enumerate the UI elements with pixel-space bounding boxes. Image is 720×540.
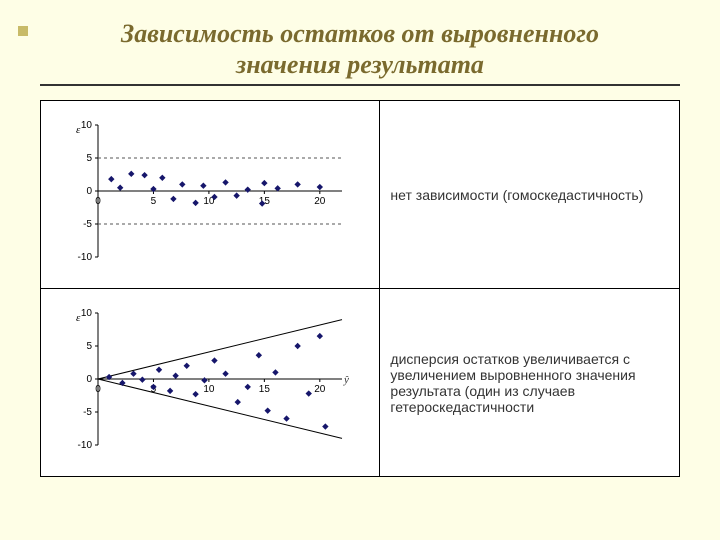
chart-heteroscedastic: -10-5051005101520εŷ bbox=[60, 303, 360, 463]
content-table: -10 -5 0 5 10 0 5 10 15 20 ε нет зависимости (гомо… bbox=[40, 100, 680, 477]
desc-cell-1: нет зависимости (гомоскедастичность) bbox=[380, 101, 680, 289]
svg-text:10: 10 bbox=[81, 120, 93, 131]
desc-cell-2: дисперсия остатков увеличивается с увели… bbox=[380, 289, 680, 477]
table-row: -10-5051005101520εŷ дисперсия остатков у… bbox=[41, 289, 680, 477]
title-line-1: Зависимость остатков от выровненного bbox=[121, 19, 599, 48]
desc-text-2: дисперсия остатков увеличивается с увели… bbox=[390, 351, 635, 415]
svg-text:5: 5 bbox=[87, 341, 93, 352]
svg-text:0: 0 bbox=[87, 186, 93, 197]
svg-text:ŷ: ŷ bbox=[343, 374, 349, 386]
slide-title: Зависимость остатков от выровненного зна… bbox=[30, 18, 690, 80]
svg-text:0: 0 bbox=[95, 196, 101, 207]
svg-text:10: 10 bbox=[204, 384, 216, 395]
svg-text:0: 0 bbox=[95, 384, 101, 395]
svg-text:15: 15 bbox=[259, 384, 271, 395]
chart-homoscedastic: -10-5051005101520ε bbox=[60, 115, 360, 275]
svg-text:5: 5 bbox=[151, 196, 157, 207]
svg-text:15: 15 bbox=[259, 196, 271, 207]
svg-text:ε: ε bbox=[76, 124, 81, 136]
chart-cell-1: -10-5051005101520ε bbox=[41, 101, 380, 289]
chart-cell-2: -10-5051005101520εŷ bbox=[41, 289, 380, 477]
title-underline bbox=[40, 84, 680, 86]
svg-text:20: 20 bbox=[314, 384, 326, 395]
title-line-2: значения результата bbox=[236, 50, 484, 79]
desc-text-1: нет зависимости (гомоскедастичность) bbox=[390, 187, 643, 203]
svg-text:-10: -10 bbox=[78, 252, 93, 263]
svg-text:-5: -5 bbox=[83, 407, 92, 418]
svg-text:20: 20 bbox=[314, 196, 326, 207]
accent-square bbox=[18, 26, 28, 36]
svg-text:0: 0 bbox=[87, 374, 93, 385]
slide-root: Зависимость остатков от выровненного зна… bbox=[0, 0, 720, 540]
svg-text:-10: -10 bbox=[78, 440, 93, 451]
svg-text:ε: ε bbox=[76, 312, 81, 324]
svg-text:10: 10 bbox=[81, 308, 93, 319]
table-row: -10-5051005101520ε нет зависимости (гомо… bbox=[41, 101, 680, 289]
svg-text:-5: -5 bbox=[83, 219, 92, 230]
svg-text:5: 5 bbox=[87, 153, 93, 164]
